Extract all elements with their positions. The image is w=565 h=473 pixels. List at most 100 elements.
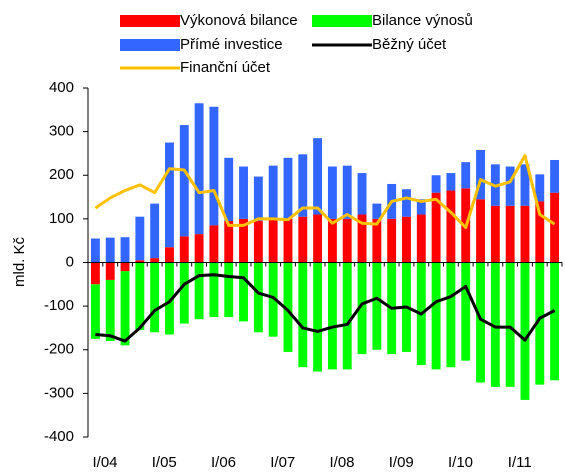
bar (313, 214, 323, 263)
bar (476, 262, 485, 383)
bar (224, 221, 234, 263)
bar (342, 262, 352, 370)
bar (313, 138, 323, 215)
y-tick-label: -300 (44, 384, 74, 401)
bar (209, 106, 219, 226)
bar (105, 262, 115, 280)
x-tick-label: I/08 (329, 454, 354, 471)
bar (446, 190, 456, 263)
x-tick-label: I/04 (92, 454, 117, 471)
y-tick-label: -200 (44, 341, 74, 358)
y-tick-label: -400 (44, 428, 74, 445)
bar (194, 103, 204, 235)
bar (194, 262, 204, 320)
bar (150, 258, 160, 263)
y-tick-label: -100 (44, 297, 74, 314)
bar (431, 262, 441, 370)
bar (550, 192, 560, 263)
bar (476, 199, 485, 263)
y-tick-label: 400 (49, 79, 74, 96)
bar (505, 205, 515, 263)
y-tick-label: 100 (49, 210, 74, 227)
bar (520, 205, 530, 263)
bar (372, 218, 382, 263)
bar (550, 159, 560, 193)
bar (90, 262, 100, 285)
bar (135, 216, 145, 261)
bar (342, 218, 352, 263)
bar (194, 234, 204, 263)
bar (505, 262, 515, 387)
bar (520, 262, 530, 400)
y-tick-label: 200 (49, 166, 74, 183)
x-tick-label: I/10 (448, 454, 473, 471)
bar (298, 216, 308, 263)
bar (327, 262, 337, 370)
bar (253, 176, 263, 222)
legend-swatch (312, 15, 372, 27)
bar (283, 218, 293, 263)
bar (239, 262, 248, 322)
y-tick-label: 0 (66, 253, 74, 270)
bar (550, 262, 560, 381)
bar (520, 164, 530, 206)
bar (179, 125, 189, 237)
bar (135, 262, 145, 331)
bar (372, 262, 382, 350)
bar (120, 237, 130, 263)
bar (253, 262, 263, 333)
bar (490, 205, 500, 263)
legend-label: Bilance výnosů (372, 12, 473, 29)
bar (357, 262, 367, 355)
bar (327, 166, 337, 219)
bar (165, 247, 174, 263)
bar (268, 262, 278, 337)
bar (179, 262, 189, 324)
bar (298, 154, 308, 217)
bar (535, 201, 545, 263)
legend-swatch (120, 39, 180, 51)
bar (327, 218, 337, 263)
bar (268, 218, 278, 263)
x-tick-label: I/09 (389, 454, 414, 471)
bar (402, 216, 411, 263)
bar (298, 262, 308, 368)
bar (461, 262, 471, 361)
bar (239, 218, 248, 263)
line (94, 154, 556, 230)
bar (165, 142, 174, 248)
bar (150, 262, 160, 333)
bar (224, 157, 234, 222)
y-tick-label: 300 (49, 123, 74, 140)
bar (461, 162, 471, 189)
x-tick-label: I/06 (211, 454, 236, 471)
bar (431, 175, 441, 193)
bar (402, 189, 411, 217)
bar (253, 221, 263, 263)
bar (490, 262, 500, 387)
bar (357, 173, 367, 215)
bar (224, 262, 234, 318)
legend-swatch (120, 15, 180, 27)
line (95, 273, 556, 343)
bar (268, 165, 278, 219)
bar (105, 279, 115, 342)
bar (372, 203, 382, 219)
x-tick-label: I/05 (152, 454, 177, 471)
bar (209, 225, 219, 263)
x-tick-label: I/11 (508, 454, 532, 471)
bar (90, 284, 100, 339)
y-axis-label: mld. Kč (11, 236, 28, 287)
x-tick-label: I/07 (270, 454, 295, 471)
bar (476, 149, 485, 200)
bar (535, 262, 545, 385)
bar (239, 166, 248, 219)
bar (446, 173, 456, 191)
bar (446, 262, 456, 368)
legend-label: Přímé investice (180, 36, 283, 53)
legend-label: Běžný účet (372, 36, 447, 53)
bar (431, 192, 441, 263)
bar (283, 157, 293, 219)
legend-label: Výkonová bilance (180, 12, 298, 29)
